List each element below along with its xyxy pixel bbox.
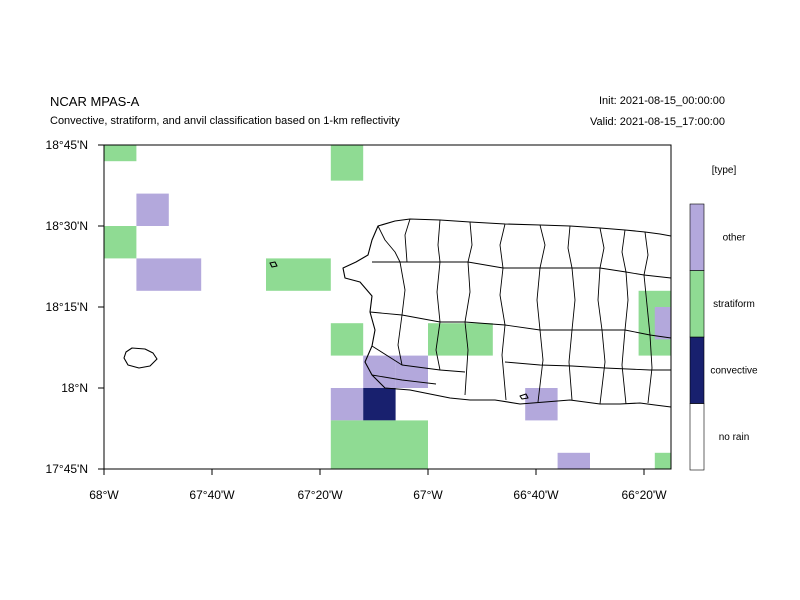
legend-label-stratiform: stratiform xyxy=(713,299,755,310)
cell-other xyxy=(136,258,202,291)
legend-label-convective: convective xyxy=(710,365,758,376)
legend-swatch-stratiform xyxy=(689,270,705,338)
cell-stratiform xyxy=(654,452,671,469)
cell-other xyxy=(557,452,590,469)
desecheo-islet xyxy=(269,261,278,268)
map-subtitle: Convective, stratiform, and anvil classi… xyxy=(50,115,400,127)
legend-label-no_rain: no rain xyxy=(719,432,750,443)
mona-island-coastline xyxy=(123,347,158,369)
cell-stratiform xyxy=(330,420,428,469)
map-title: NCAR MPAS-A xyxy=(50,94,140,109)
cell-stratiform xyxy=(104,226,137,259)
legend-swatch-other xyxy=(689,203,705,271)
cell-stratiform xyxy=(330,323,364,356)
y-tick-label: 18°45'N xyxy=(46,138,88,152)
y-tick-label: 17°45'N xyxy=(46,462,88,476)
x-tick-label: 68°W xyxy=(89,488,119,502)
puerto-rico-coastline xyxy=(342,218,671,408)
init-time: Init: 2021-08-15_00:00:00 xyxy=(599,95,725,107)
legend-title: [type] xyxy=(712,165,737,176)
cell-stratiform xyxy=(266,258,331,291)
x-tick-label: 66°40'W xyxy=(513,488,559,502)
axis-ticks: 68°W 67°40'W 67°20'W 67°W 66°40'W 66°20'W 17°4… xyxy=(46,138,668,502)
cell-other xyxy=(654,307,671,340)
y-tick-label: 18°N xyxy=(61,381,88,395)
caja-de-muertos xyxy=(519,393,529,400)
cell-other xyxy=(136,193,169,226)
cell-stratiform xyxy=(104,145,137,162)
legend-label-other: other xyxy=(723,232,746,243)
valid-time: Valid: 2021-08-15_17:00:00 xyxy=(590,116,725,128)
x-tick-label: 67°W xyxy=(413,488,443,502)
municipal-boundaries xyxy=(369,218,671,405)
coastlines xyxy=(123,218,671,408)
cell-other xyxy=(525,388,558,421)
legend: [type] no rain convective stratiform other xyxy=(689,165,758,471)
x-tick-label: 67°20'W xyxy=(297,488,343,502)
cell-other xyxy=(330,388,364,421)
cell-other xyxy=(395,355,428,388)
x-tick-label: 66°20'W xyxy=(621,488,667,502)
precip-cells xyxy=(104,145,671,469)
x-tick-label: 67°40'W xyxy=(189,488,235,502)
legend-swatch-convective xyxy=(689,336,705,404)
cell-convective xyxy=(363,388,396,421)
y-tick-label: 18°30'N xyxy=(46,219,88,233)
legend-swatch-no_rain xyxy=(689,403,705,471)
cell-stratiform xyxy=(330,145,364,181)
y-tick-label: 18°15'N xyxy=(46,300,88,314)
